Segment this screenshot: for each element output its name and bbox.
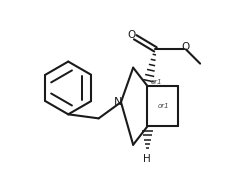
Text: N: N <box>114 97 122 107</box>
Text: O: O <box>182 42 190 52</box>
Text: H: H <box>143 154 151 164</box>
Text: or1: or1 <box>150 79 162 85</box>
Text: O: O <box>127 30 135 40</box>
Text: or1: or1 <box>158 103 169 109</box>
